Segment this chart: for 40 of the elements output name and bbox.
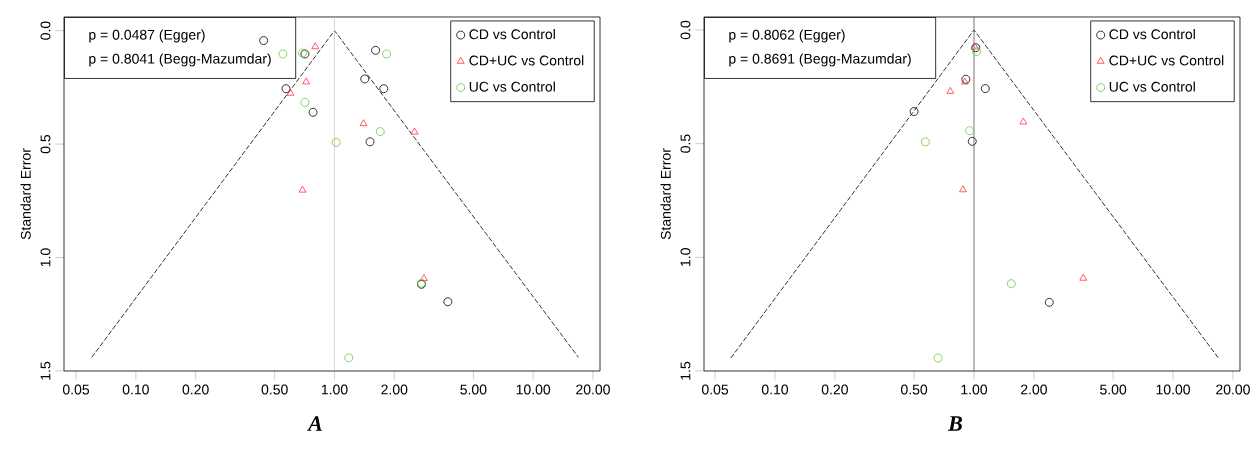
x-tick-label: 20.00: [576, 384, 610, 395]
legend-label: CD vs Control: [469, 28, 555, 40]
y-tick-label: 1.5: [40, 361, 51, 380]
y-tick-label: 0.0: [680, 20, 691, 40]
x-tick-label: 2.00: [1020, 384, 1047, 395]
x-tick-label: 0.05: [701, 384, 729, 395]
x-tick-label: 1.00: [321, 384, 348, 395]
annotation: p = 0.0487 (Egger): [89, 29, 205, 43]
x-tick-label: 5.00: [460, 384, 487, 395]
x-tick-label: 0.50: [261, 384, 288, 395]
legend-label: CD vs Control: [1109, 28, 1195, 40]
x-tick-label: 0.10: [122, 384, 149, 395]
annotation: p = 0.8062 (Egger): [729, 29, 845, 43]
x-tick-label: 0.50: [900, 384, 928, 395]
x-tick-label: 0.20: [821, 384, 848, 395]
annotation: p = 0.8041 (Begg-Mazumdar): [89, 53, 271, 67]
y-tick-label: 1.5: [680, 361, 691, 380]
y-tick-label: 1.0: [680, 248, 691, 266]
annotation: p = 0.8691 (Begg-Mazumdar): [729, 53, 911, 67]
x-tick-label: 0.20: [182, 384, 209, 395]
y-tick-label: 1.0: [40, 248, 51, 267]
x-tick-label: 0.10: [761, 384, 789, 395]
y-axis-title: Standard Error: [660, 148, 671, 240]
y-tick-label: 0.5: [680, 134, 691, 153]
legend-label: CD+UC vs Control: [469, 55, 584, 66]
x-tick-label: 2.00: [381, 384, 408, 395]
legend-label: UC vs Control: [469, 81, 555, 92]
x-tick-label: 10.00: [1156, 384, 1190, 395]
x-tick-label: 5.00: [1100, 384, 1127, 395]
x-tick-label: 20.00: [1216, 384, 1250, 395]
text: B: [947, 416, 962, 431]
x-tick-label: 1.00: [961, 384, 988, 395]
x-tick-label: 10.00: [516, 384, 551, 395]
legend-label: UC vs Control: [1109, 81, 1195, 92]
y-tick-label: 0.5: [40, 134, 51, 154]
y-axis-title: Standard Error: [20, 148, 31, 240]
text: A: [307, 416, 322, 431]
legend-label: CD+UC vs Control: [1109, 55, 1224, 66]
x-tick-label: 0.05: [62, 384, 90, 395]
y-tick-label: 0.0: [40, 21, 51, 40]
